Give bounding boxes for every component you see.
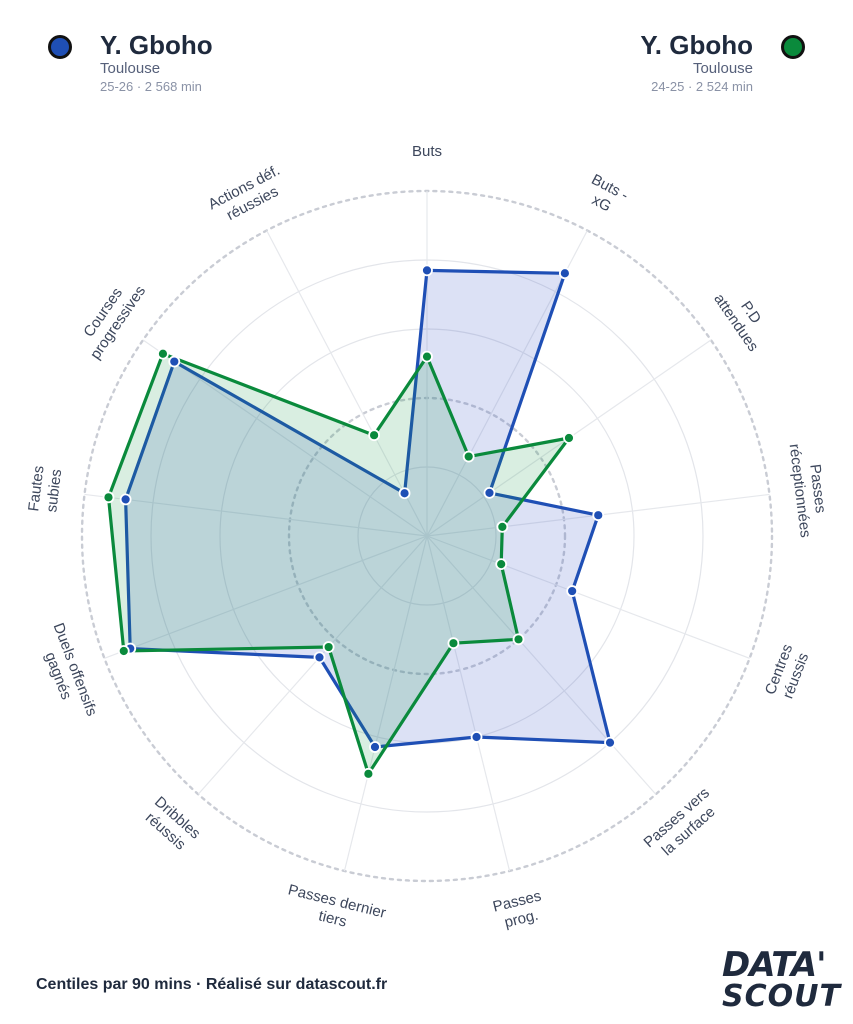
grid-spoke [142,339,428,537]
player-team: Toulouse [100,60,161,77]
data-point [322,641,335,653]
data-point [558,267,571,280]
footer-note: Centiles par 90 mins · Réalisé sur datas… [36,976,388,993]
series-area-24-25 [106,352,571,776]
series-area-25-26 [123,268,612,749]
grid-spoke [426,535,750,659]
axis-label: Dribblesréussis [139,793,203,856]
data-point [462,450,475,463]
axis-label: Passesréceptionnées [786,441,832,539]
data-point [421,264,433,277]
series-color-dot [781,35,805,59]
grid-spoke [426,535,657,795]
data-point [398,487,411,500]
data-point [421,350,433,363]
grid-spoke [104,535,428,659]
data-point [592,509,605,522]
player-team: Toulouse [692,60,753,77]
data-point [157,347,169,360]
axis-label: Fautessubies [25,465,65,515]
data-point [604,736,616,749]
axis-label: P.Dattendues [710,281,776,355]
player-legend-left: Y. Gboho Toulouse 25-26 · 2 568 min [48,30,213,96]
data-point [470,731,483,743]
data-point [483,486,496,499]
data-point [119,493,132,506]
player-season-minutes: 24-25 · 2 524 min [651,79,753,94]
axis-label: Centresréussis [762,642,813,704]
data-point [495,558,508,571]
player-name: Y. Gboho [640,30,753,60]
logo-line-2: SCOUT [722,979,841,1014]
grid-spoke [266,230,428,537]
axis-label: Actions déf.réussies [205,162,291,229]
grid-spoke [343,535,428,872]
player-season-minutes: 25-26 · 2 568 min [100,79,202,94]
data-point [102,491,115,504]
data-point [313,651,326,664]
axis-label: Duels offensifsgagnés [33,621,101,725]
axis-label: Passesprog. [491,887,547,933]
datascout-logo: DATA' SCOUT [722,945,841,1014]
grid-spoke [426,535,511,872]
player-name: Y. Gboho [100,30,213,60]
series-color-dot [48,35,72,59]
logo-line-1: DATA' [722,945,827,985]
player-legend-right: Y. Gboho Toulouse 24-25 · 2 524 min [640,30,805,96]
data-point [563,432,575,444]
grid-spoke [84,493,428,537]
grid-spoke [197,535,428,795]
data-point [496,520,509,533]
data-point [368,429,380,442]
axis-label: Buts [412,143,442,160]
data-point [512,633,525,646]
data-point [117,645,130,657]
data-point [362,767,375,780]
data-point [168,355,181,368]
data-point [447,637,460,650]
axis-label: Buts -xG [580,171,631,220]
axis-label: Passes derniertiers [282,881,388,939]
data-point [369,741,381,753]
data-point [566,585,579,597]
